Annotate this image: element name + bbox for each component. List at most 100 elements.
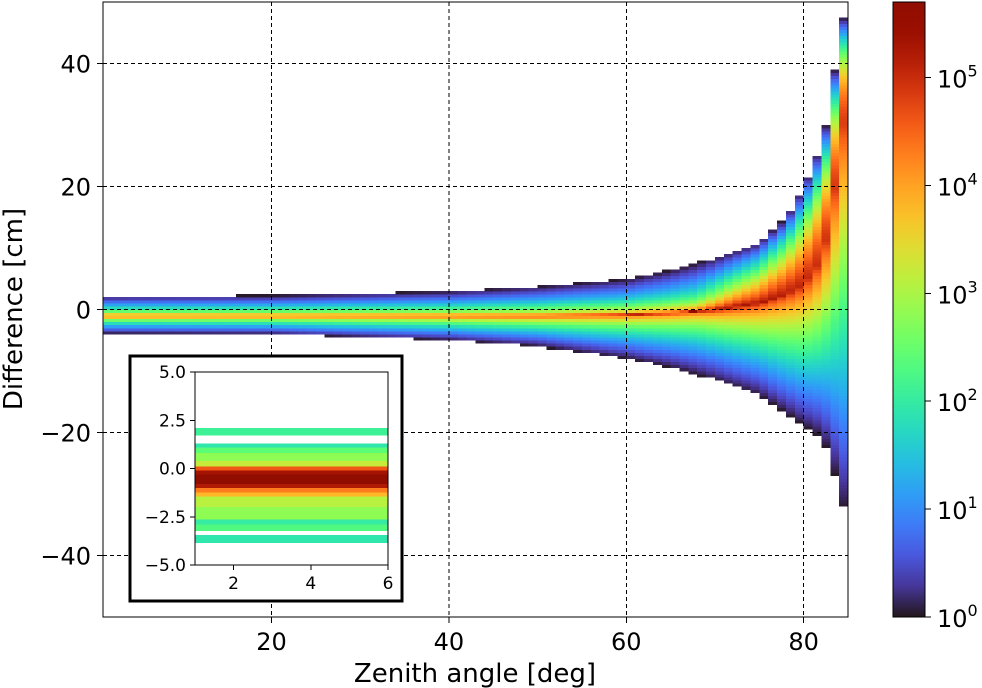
heatmap-cell: [785, 291, 796, 295]
heatmap-cell: [794, 417, 804, 421]
heatmap-cell: [111, 321, 122, 326]
heatmap-cell: [812, 432, 822, 436]
heatmap-cell: [484, 337, 494, 341]
heatmap-cell: [262, 300, 272, 304]
heatmap-cell: [138, 306, 148, 310]
heatmap-cell: [182, 324, 192, 329]
heatmap-cell: [839, 352, 849, 356]
heatmap-cell: [830, 174, 840, 178]
heatmap-cell: [830, 398, 840, 403]
heatmap-cell: [519, 321, 530, 326]
heatmap-cell: [590, 291, 600, 295]
heatmap-cell: [839, 180, 849, 184]
heatmap-cell: [812, 260, 822, 264]
heatmap-cell: [661, 294, 671, 298]
heatmap-cell: [839, 201, 849, 206]
heatmap-cell: [475, 337, 485, 341]
heatmap-cell: [422, 291, 432, 295]
heatmap-cell: [617, 321, 627, 326]
heatmap-cell: [759, 364, 769, 369]
heatmap-cell: [839, 377, 849, 381]
heatmap-cell: [821, 152, 831, 157]
heatmap-cell: [173, 331, 184, 335]
heatmap-cell: [768, 287, 778, 292]
heatmap-cell: [564, 294, 574, 298]
heatmap-cell: [590, 346, 600, 350]
heatmap-cell: [120, 321, 130, 326]
heatmap-cell: [528, 315, 538, 320]
heatmap-cell: [785, 223, 796, 227]
heatmap-cell: [741, 248, 751, 252]
heatmap-cell: [386, 312, 396, 316]
heatmap-cell: [289, 331, 299, 335]
heatmap-cell: [652, 297, 663, 301]
heatmap-cell: [306, 331, 317, 335]
heatmap-cell: [830, 395, 840, 399]
heatmap-cell: [253, 294, 263, 298]
heatmap-cell: [794, 297, 804, 301]
heatmap-cell: [333, 303, 343, 307]
heatmap-cell: [777, 266, 787, 270]
heatmap-cell: [821, 272, 831, 276]
heatmap-cell: [679, 278, 689, 283]
heatmap-cell: [324, 309, 334, 313]
heatmap-cell: [103, 324, 113, 329]
heatmap-cell: [839, 45, 849, 49]
heatmap-cell: [768, 343, 778, 347]
heatmap-cell: [803, 220, 813, 224]
heatmap-cell: [785, 211, 796, 215]
heatmap-cell: [644, 287, 654, 292]
heatmap-cell: [821, 327, 831, 332]
heatmap-cell: [812, 417, 822, 421]
heatmap-cell: [342, 300, 352, 304]
heatmap-cell: [519, 294, 530, 298]
heatmap-cell: [830, 155, 840, 160]
heatmap-cell: [626, 321, 636, 326]
heatmap-cell: [466, 315, 476, 320]
heatmap-cell: [830, 367, 840, 372]
heatmap-cell: [750, 248, 760, 252]
heatmap-cell: [839, 32, 849, 37]
heatmap-cell: [777, 346, 787, 350]
heatmap-cell: [768, 374, 778, 378]
heatmap-cell: [484, 303, 494, 307]
heatmap-cell: [236, 315, 246, 320]
heatmap-cell: [546, 321, 556, 326]
heatmap-cell: [768, 337, 778, 341]
heatmap-cell: [156, 331, 166, 335]
heatmap-cell: [342, 294, 352, 298]
heatmap-cell: [821, 275, 831, 280]
heatmap-cell: [679, 275, 689, 280]
heatmap-cell: [635, 321, 645, 326]
heatmap-cell: [839, 340, 849, 344]
heatmap-cell: [626, 346, 636, 350]
heatmap-cell: [777, 297, 787, 301]
heatmap-cell: [564, 327, 574, 332]
heatmap-cell: [714, 377, 725, 381]
heatmap-cell: [839, 260, 849, 264]
heatmap-cell: [670, 281, 680, 286]
heatmap-cell: [812, 223, 822, 227]
heatmap-cell: [564, 324, 574, 329]
heatmap-cell: [812, 192, 822, 197]
heatmap-cell: [714, 281, 725, 286]
heatmap-cell: [839, 208, 849, 212]
heatmap-cell: [289, 312, 299, 316]
heatmap-cell: [785, 284, 796, 289]
heatmap-cell: [803, 407, 813, 412]
heatmap-cell: [493, 315, 503, 320]
heatmap-cell: [697, 327, 707, 332]
heatmap-cell: [777, 389, 787, 393]
heatmap-cell: [670, 358, 680, 363]
heatmap-cell: [723, 358, 733, 363]
heatmap-cell: [431, 327, 441, 332]
heatmap-cell: [377, 315, 388, 320]
heatmap-cell: [253, 306, 263, 310]
heatmap-cell: [679, 269, 689, 273]
inset-x-tick-label: 6: [383, 574, 394, 594]
heatmap-cell: [324, 315, 334, 320]
heatmap-cell: [448, 337, 459, 341]
heatmap-cell: [723, 352, 733, 356]
heatmap-cell: [644, 340, 654, 344]
heatmap-cell: [386, 318, 396, 323]
